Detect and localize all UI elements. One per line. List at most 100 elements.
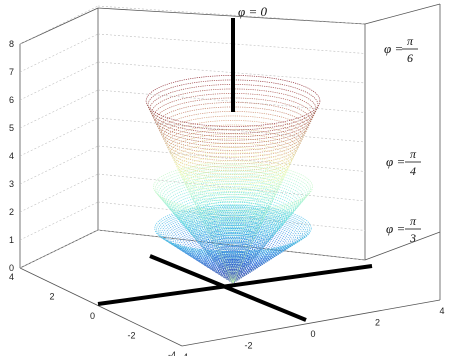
cone-generator xyxy=(232,204,287,284)
cone-generator xyxy=(169,214,234,284)
cone-ring xyxy=(170,188,296,227)
series-label-pi3-den: 3 xyxy=(409,231,416,245)
cone-ring xyxy=(158,106,308,151)
cone-ring xyxy=(185,212,281,241)
cone-ring xyxy=(227,274,239,280)
cone-generator xyxy=(232,218,305,284)
y-axis-bar xyxy=(149,254,307,322)
cone-generator xyxy=(146,99,234,284)
cone-generator xyxy=(203,249,234,284)
cone-generator xyxy=(184,246,234,284)
z-axis-ticks: 0 1 2 3 4 5 6 7 8 xyxy=(9,39,14,273)
cone-generator xyxy=(232,84,300,284)
z-tick-label: 6 xyxy=(9,95,14,105)
cone-generator xyxy=(232,126,249,284)
cone-generator xyxy=(232,183,312,284)
cone-generator xyxy=(213,209,234,284)
cone-ring xyxy=(191,241,275,268)
y-tick-label: 4 xyxy=(9,272,14,282)
cone-ring xyxy=(224,273,242,281)
cone-generator xyxy=(232,93,317,284)
cone-ring xyxy=(175,147,291,182)
cone-generator xyxy=(147,95,234,284)
cone-generator xyxy=(232,79,282,284)
cone-ring xyxy=(204,240,262,259)
cone-generator xyxy=(179,80,234,284)
cone-generator xyxy=(232,216,300,284)
cone-generator xyxy=(232,164,258,284)
cone-ring xyxy=(169,220,297,259)
cone-ring xyxy=(166,216,300,257)
cone-ring xyxy=(174,142,292,179)
cone-ring xyxy=(230,279,236,283)
cone-generator xyxy=(232,199,301,284)
cone-ring xyxy=(176,226,290,261)
z-tick-label: 1 xyxy=(9,235,14,245)
cone-ring xyxy=(211,232,255,247)
cone-ring xyxy=(220,270,246,279)
cone-generator xyxy=(170,118,234,284)
y-tick-label: 2 xyxy=(49,292,54,302)
cone-ring xyxy=(217,246,249,257)
cone-generator xyxy=(232,111,313,284)
cone-generator xyxy=(146,102,234,284)
cone-ring xyxy=(225,264,241,271)
cone-generator xyxy=(232,174,301,284)
cone-generator xyxy=(232,125,260,284)
cone-generator xyxy=(232,107,317,284)
cone-ring xyxy=(221,255,245,264)
cone-generator xyxy=(158,194,234,284)
series-label-pi6-num: π xyxy=(407,34,414,48)
cone-generator xyxy=(162,115,234,284)
cone-generator xyxy=(232,205,247,284)
cone-generator xyxy=(200,124,234,284)
cone-generator xyxy=(203,165,234,284)
cone-ring xyxy=(147,79,319,131)
cone-generator xyxy=(232,171,295,284)
z-tick-label: 2 xyxy=(9,207,14,217)
cone-ring xyxy=(172,138,294,175)
z-tick-label: 0 xyxy=(9,263,14,273)
cone-generator xyxy=(232,209,247,284)
cone-generator xyxy=(156,223,234,284)
cone-generator xyxy=(175,170,234,284)
cone-generator xyxy=(232,201,295,284)
cone-generator xyxy=(183,168,234,284)
cone-generator xyxy=(193,248,234,284)
cone-generator xyxy=(175,203,234,284)
cone-ring xyxy=(198,248,268,270)
cone-generator xyxy=(147,106,234,284)
cone-ring xyxy=(158,170,308,216)
cone-ring xyxy=(173,223,293,260)
cone-generator xyxy=(232,78,272,284)
cone-generator xyxy=(151,92,234,284)
cone-generator xyxy=(159,220,234,284)
cone-ring xyxy=(208,223,258,240)
cone-generator xyxy=(162,197,234,284)
cone-generator xyxy=(232,249,268,284)
cone-generator xyxy=(232,209,258,284)
cone-generator xyxy=(232,231,311,284)
z-tick-label: 4 xyxy=(9,151,14,161)
cone-generator xyxy=(170,83,234,284)
cone-generator xyxy=(224,210,234,284)
series-label-pi6-prefix: φ = xyxy=(384,41,403,56)
cone-generator xyxy=(232,186,313,284)
cone-generator xyxy=(232,177,306,284)
series-label-pi4-den: 4 xyxy=(410,164,416,178)
z-tick-label: 8 xyxy=(9,39,14,49)
cone-generator xyxy=(232,234,309,284)
cone-ring xyxy=(168,218,298,258)
cone-ring xyxy=(160,111,306,155)
cone-ring xyxy=(213,237,253,250)
cone-ring xyxy=(172,191,294,229)
cone-generator xyxy=(232,117,300,284)
cone-ring xyxy=(188,238,278,266)
cone-generator xyxy=(203,208,234,284)
cone-generator xyxy=(232,228,312,284)
x-tick-label: 0 xyxy=(310,329,315,339)
x-axis-bar xyxy=(97,264,373,306)
cone-generator xyxy=(189,78,234,284)
cone-generator xyxy=(211,76,234,284)
series-label-pi3: φ = π 3 xyxy=(386,214,421,245)
